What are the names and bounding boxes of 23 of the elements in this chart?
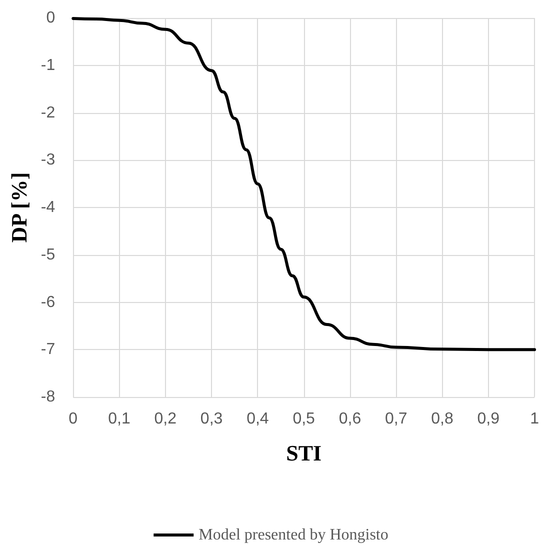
y-tick-label: -3 [40, 152, 56, 169]
x-tick-label: 0,1 [108, 410, 130, 428]
x-tick-label: 0,6 [338, 410, 362, 428]
x-tick-label: 0 [68, 410, 78, 428]
x-tick-label: 1 [530, 410, 540, 428]
y-tick-label: -5 [40, 246, 56, 264]
y-tick-label: -7 [40, 341, 56, 358]
x-tick-label: 0,2 [154, 410, 177, 428]
y-tick-label: -4 [40, 199, 56, 216]
y-tick-label: -1 [40, 56, 56, 74]
y-tick-label: -8 [40, 388, 56, 406]
x-tick-label: 0,4 [246, 410, 269, 428]
y-tick-label: -6 [40, 294, 56, 311]
x-tick-label: 0,9 [477, 410, 500, 428]
legend-label: Model presented by Hongisto [198, 526, 388, 544]
x-axis-title: STI [286, 440, 322, 466]
x-tick-label: 0,3 [200, 410, 223, 428]
x-tick-label: 0,8 [431, 410, 454, 428]
y-tick-label: -2 [40, 104, 56, 122]
x-tick-label: 0,5 [292, 410, 316, 428]
y-tick-label: 0 [46, 10, 56, 26]
x-tick-label: 0,7 [385, 410, 408, 428]
y-axis-title: DP [%] [6, 172, 32, 243]
